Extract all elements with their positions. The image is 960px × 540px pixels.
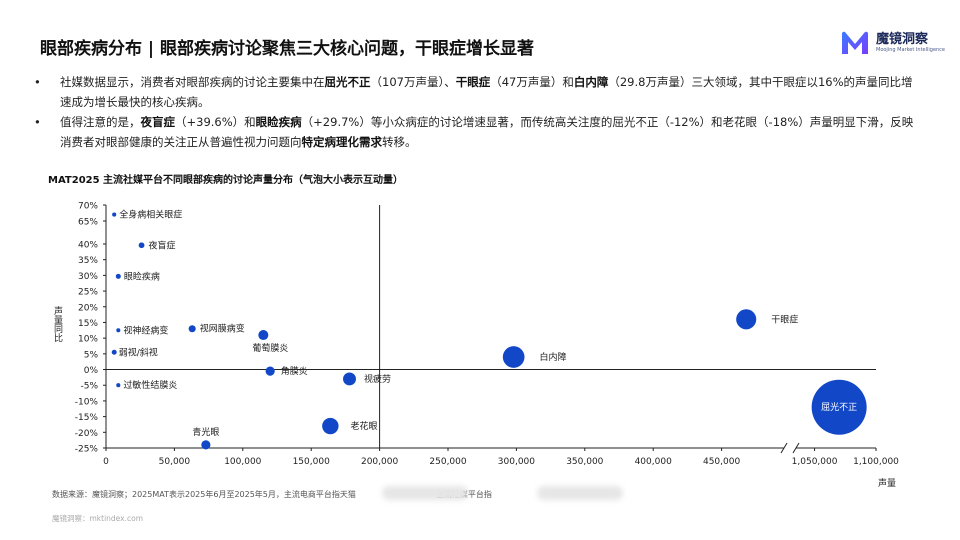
logo-tagline: Moojing Market Intelligence — [876, 46, 946, 53]
bullet-marker: • — [34, 115, 41, 129]
x-tick-label: 200,000 — [361, 457, 398, 467]
logo-mark-icon — [842, 31, 868, 54]
bubble — [265, 366, 275, 376]
bubble — [736, 309, 757, 330]
summary-bullets: • 社媒数据显示，消费者对眼部疾病的讨论主要集中在屈光不正（107万声量）、干眼… — [34, 72, 914, 152]
bubble-label: 视疲劳 — [364, 373, 391, 385]
x-tick-label: 150,000 — [293, 457, 330, 467]
y-tick-label: 0% — [84, 366, 99, 376]
y-tick-label: -25% — [75, 445, 99, 455]
bullet-text: 值得注意的是， — [60, 115, 141, 129]
bullet-text: 社媒数据显示，消费者对眼部疾病的讨论主要集中在 — [60, 75, 325, 89]
bubble — [343, 372, 356, 386]
brand-logo: 魔镜洞察 Moojing Market Intelligence — [840, 28, 945, 58]
y-tick-label: 20% — [78, 303, 98, 313]
page-title: 眼部疾病分布 | 眼部疾病讨论聚焦三大核心问题，干眼症增长显著 — [40, 39, 535, 59]
x-tick-label: 0 — [103, 457, 109, 467]
bullet-item: • 值得注意的是，夜盲症（+39.6%）和眼睑疾病（+29.7%）等小众病症的讨… — [34, 112, 914, 152]
y-tick-label: 15% — [78, 319, 98, 329]
y-tick-label: 30% — [78, 272, 98, 282]
bullet-text: （+39.6%）和 — [175, 115, 256, 129]
bullet-text: 转移。 — [382, 135, 417, 149]
bullet-item: • 社媒数据显示，消费者对眼部疾病的讨论主要集中在屈光不正（107万声量）、干眼… — [34, 72, 914, 112]
bubble-label: 过敏性结膜炎 — [123, 379, 177, 391]
bullet-emphasis: 干眼症 — [455, 75, 491, 89]
logo-name: 魔镜洞察 — [876, 31, 929, 47]
bubble — [116, 383, 121, 388]
bubble-label: 角膜炎 — [281, 365, 308, 377]
x-tick-label: 1,050,000 — [792, 457, 838, 467]
bubble-label: 视神经病变 — [123, 324, 168, 336]
bullet-text: （47万声量）和 — [490, 75, 574, 89]
bullet-emphasis: 夜盲症 — [140, 115, 176, 129]
y-tick-label: 10% — [78, 335, 98, 345]
x-tick-label: 400,000 — [635, 457, 672, 467]
bubble — [258, 329, 269, 341]
bubble — [111, 349, 117, 355]
chart-title: MAT2025 主流社媒平台不同眼部疾病的讨论声量分布（气泡大小表示互动量） — [48, 175, 404, 186]
bubble — [811, 379, 867, 435]
bullet-text: （+29.7%）等小众病症的讨论增速显著，而传统高关注度的屈光不正（-12%）和… — [60, 115, 914, 149]
x-axis-title: 声量 — [878, 477, 896, 489]
bubble — [138, 242, 145, 249]
x-axis-break-mark — [792, 442, 800, 454]
bubble-label: 夜盲症 — [148, 239, 175, 251]
bubble-label: 青光眼 — [192, 426, 219, 438]
bullet-text: （107万声量）、 — [370, 75, 456, 89]
bubble-label: 老花眼 — [351, 420, 378, 432]
bubble — [188, 325, 196, 333]
bullet-emphasis: 特定病理化需求 — [301, 135, 383, 149]
x-tick-label: 50,000 — [159, 457, 191, 467]
bubble — [322, 417, 339, 435]
x-tick-label: 100,000 — [224, 457, 261, 467]
x-tick-label: 450,000 — [703, 457, 740, 467]
y-tick-label: -5% — [80, 382, 98, 392]
footer-watermark: 魔镜洞察：mktindex.com — [52, 514, 144, 523]
redaction-blur — [382, 486, 468, 500]
bubble-label: 全身病相关眼症 — [119, 209, 182, 221]
bullet-emphasis: 白内障 — [573, 75, 609, 89]
x-tick-label: 350,000 — [566, 457, 603, 467]
bubble-label: 弱视/斜视 — [119, 346, 158, 358]
y-tick-label: -10% — [75, 397, 99, 407]
bubble — [116, 328, 121, 333]
redaction-blur — [537, 486, 623, 500]
bubble — [112, 212, 117, 217]
bubble-label: 眼睑疾病 — [124, 270, 160, 282]
bullet-emphasis: 眼睑疾病 — [255, 115, 302, 129]
bubble-label: 屈光不正 — [821, 401, 857, 413]
y-tick-label: 25% — [78, 288, 98, 298]
y-tick-label: 5% — [84, 350, 99, 360]
y-tick-label: 65% — [78, 218, 98, 228]
bullet-emphasis: 屈光不正 — [324, 75, 371, 89]
x-tick-label: 300,000 — [498, 457, 535, 467]
bubble — [201, 440, 211, 450]
y-tick-label: -15% — [75, 413, 99, 423]
bubble — [502, 346, 525, 368]
bubble — [115, 273, 121, 279]
y-tick-label: 35% — [78, 256, 98, 266]
bullet-text: （29.8万声量）三大领域，其中干眼症以16%的声量同比增速成为增长最快的核心疾… — [60, 75, 913, 109]
x-tick-label: 1,100,000 — [853, 457, 899, 467]
y-tick-label: 70% — [78, 202, 98, 212]
x-tick-label: 250,000 — [429, 457, 466, 467]
y-axis-title: 声量同比 — [52, 305, 63, 342]
source-note: 数据来源：魔镜洞察；2025MAT表示2025年6月至2025年5月，主流电商平… — [52, 490, 492, 499]
y-tick-label: -20% — [75, 429, 99, 439]
bullet-marker: • — [34, 75, 41, 89]
bubble-label: 干眼症 — [771, 313, 798, 325]
bubble-label: 葡萄膜炎 — [252, 342, 288, 354]
bubble-label: 白内障 — [540, 351, 567, 363]
y-tick-label: 40% — [78, 241, 98, 251]
x-axis-break-mark — [780, 442, 788, 454]
bubble-label: 视网膜病变 — [200, 323, 245, 335]
